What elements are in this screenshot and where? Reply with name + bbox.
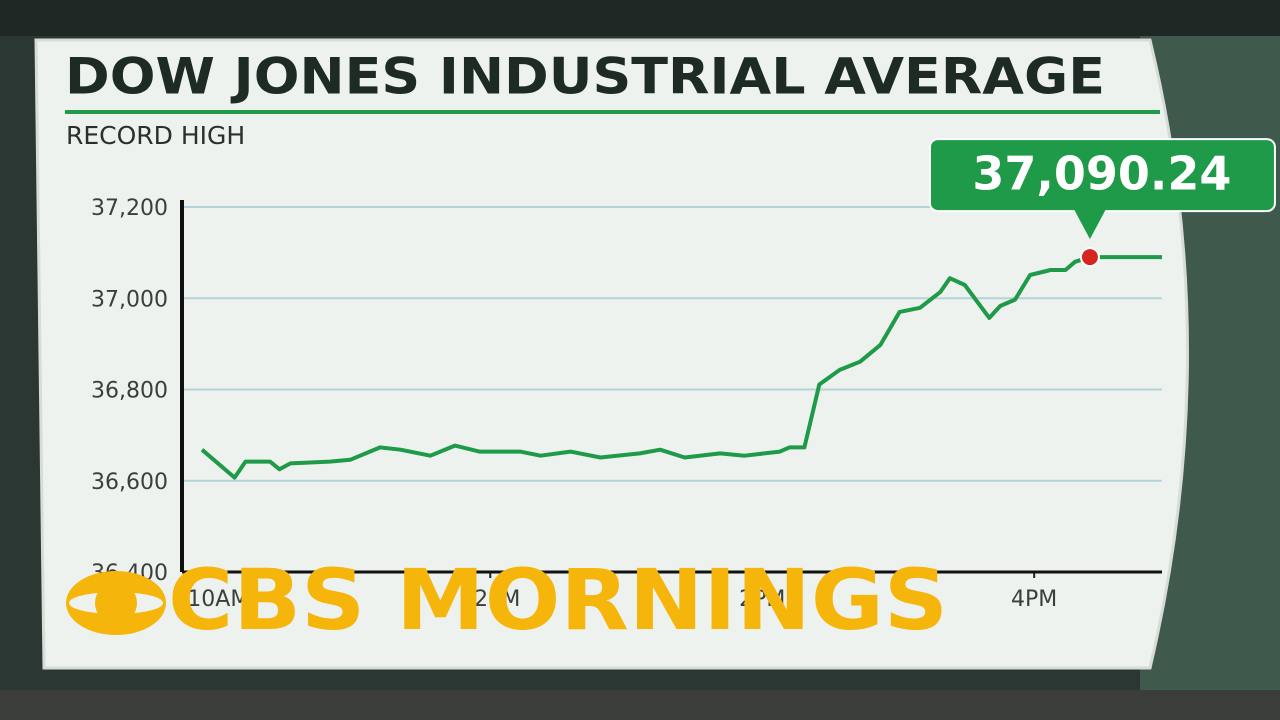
line — [200, 255, 1162, 480]
y-tick-label: 36,600 — [91, 470, 168, 495]
top-frame — [0, 0, 1280, 36]
chart-subtitle: RECORD HIGH — [66, 121, 245, 150]
y-tick-label: 36,800 — [91, 379, 168, 404]
logo-text: CBS MORNINGS — [168, 551, 948, 649]
chart-panel — [34, 38, 1189, 670]
x-tick-label: 2PM — [739, 587, 785, 612]
x-tick-label: 4PM — [1011, 587, 1057, 612]
value-label: 37,090.24 — [972, 147, 1231, 201]
x-tick-label: 12PM — [460, 587, 520, 612]
logo-pupil — [95, 582, 137, 624]
y-tick-label: 37,000 — [91, 287, 168, 312]
highlight-point — [1079, 247, 1100, 268]
x-tick-label: 10AM — [187, 587, 249, 612]
chart-title: DOW JONES INDUSTRIAL AVERAGE — [65, 48, 1105, 106]
value-label-pointer — [1073, 209, 1106, 240]
plot-area: 36,40036,60036,80037,00037,20010AM12PM2P… — [91, 138, 1276, 612]
logo: CBS MORNINGS — [66, 551, 948, 649]
y-tick-label: 37,200 — [91, 196, 168, 221]
bottom-frame — [0, 690, 1280, 720]
